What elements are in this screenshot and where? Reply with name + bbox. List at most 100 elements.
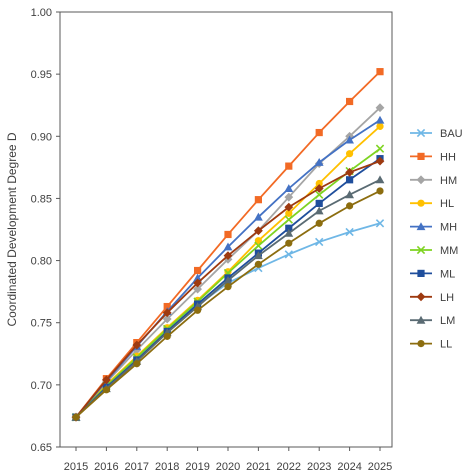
data-point-lm [284,228,294,237]
data-point-hh [163,302,171,311]
data-point-lm [223,276,233,284]
data-point-ll [254,260,262,268]
x-tick-label: 2021 [246,461,270,473]
data-point-hh [376,68,384,76]
legend-marker [416,222,426,231]
y-axis: 0.65 0.70 0.75 0.80 0.85 0.90 0.95 1.00 [31,7,60,454]
plot-area [59,11,393,448]
data-point-ll [224,283,232,291]
data-point-lh [284,202,294,212]
data-point-hm [284,192,294,202]
data-point-bau [284,250,293,259]
y-tick-label: 0.90 [31,131,52,143]
data-point-bau [345,227,354,237]
data-point-hh [224,230,232,239]
legend-label: ML [440,268,455,280]
x-tick-label: 2023 [307,461,331,473]
y-tick-label: 0.75 [31,318,52,330]
data-point-ml [315,199,323,207]
x-tick-label: 2024 [337,461,361,473]
data-point-mh [375,115,385,124]
y-tick-label: 0.70 [31,380,52,392]
legend: BAU HH HM HL MH MM ML LH LM LL [410,128,463,351]
x-tick-label: 2016 [94,461,118,473]
data-point-ll [102,386,110,394]
legend-label: BAU [440,128,463,140]
data-point-hl [346,150,354,158]
data-point-ll [315,219,323,227]
legend-marker [416,315,426,324]
data-point-lm [254,251,263,260]
legend-marker [417,340,425,348]
legend-label: MH [440,222,457,234]
legend-item-hh: HH [410,151,456,163]
legend-item-lm: LM [410,315,455,327]
legend-label: LM [440,315,455,327]
data-point-lh [223,251,233,260]
legend-marker [416,128,426,138]
series-lh [71,156,385,422]
data-point-mm [254,241,263,250]
data-point-hm [375,103,385,113]
x-axis: 2015 2016 2017 2018 2019 2020 2021 2022 2023 2024… [64,447,392,473]
data-point-hh [315,128,323,137]
data-point-ll [194,306,202,314]
data-point-lh [345,167,354,177]
data-point-hm [162,314,172,324]
x-tick-label: 2022 [277,461,301,473]
legend-label: LH [440,292,454,304]
data-point-lm [314,206,324,215]
data-point-ml [346,176,354,184]
data-point-bau [375,219,385,228]
y-tick-label: 1.00 [31,7,52,19]
data-point-mh [314,157,324,166]
x-tick-label: 2015 [64,461,88,473]
data-point-ml [285,224,293,232]
plot-border [59,11,393,448]
data-point-hh [285,162,293,170]
data-point-mm [284,215,293,224]
data-point-lh [254,226,263,236]
legend-item-hl: HL [410,198,454,210]
data-point-ll [285,239,293,247]
data-point-lh [162,308,172,318]
y-tick-label: 0.85 [31,193,52,205]
data-point-hh [254,196,262,204]
data-point-ll [376,187,384,195]
data-point-mh [193,273,202,282]
legend-item-mm: MM [410,245,458,257]
series-line-ll [75,190,381,418]
data-point-lh [132,340,142,350]
legend-marker [416,245,426,255]
legend-item-bau: BAU [410,128,463,140]
data-point-ll [346,202,354,210]
x-tick-label: 2019 [185,461,209,473]
legend-item-mh: MH [410,222,457,234]
series-ll [72,187,384,421]
legend-item-ml: ML [410,268,455,280]
data-point-lm [345,190,354,199]
x-tick-label: 2018 [155,461,179,473]
data-point-lm [375,175,385,184]
data-point-ll [133,360,141,368]
legend-item-ll: LL [410,339,452,351]
legend-marker [417,269,425,277]
legend-label: HH [440,151,456,163]
data-point-ll [72,413,80,421]
y-axis-title: Coordinated Development Degree D [5,132,19,326]
data-point-bau [315,237,324,247]
legend-item-lh: LH [410,292,454,304]
data-point-mm [375,144,385,153]
data-point-mh [284,184,294,193]
data-point-mh [223,242,233,251]
data-point-ll [163,332,171,340]
x-tick-label: 2025 [368,461,392,473]
data-point-lh [314,184,324,193]
legend-marker [416,292,426,302]
x-tick-label: 2020 [216,461,240,473]
y-tick-label: 0.65 [31,442,52,454]
data-point-mh [254,212,263,221]
legend-label: MM [440,245,458,257]
data-point-hh [194,266,202,275]
